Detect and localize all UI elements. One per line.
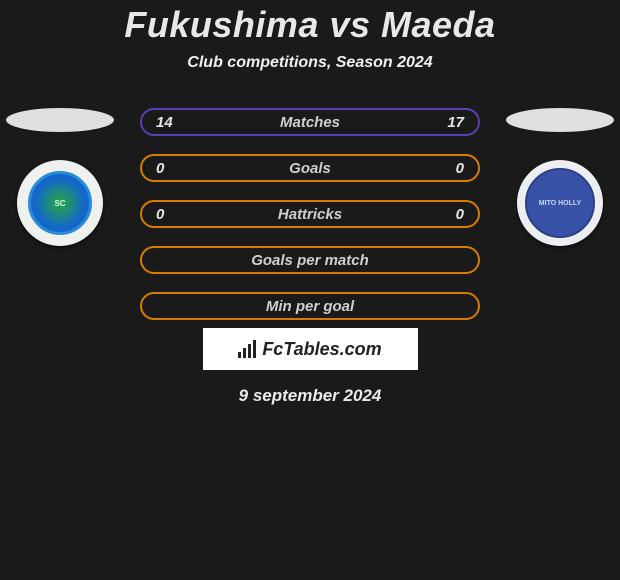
stat-left-value: 0 bbox=[156, 160, 164, 177]
stat-label: Hattricks bbox=[142, 206, 478, 223]
stats-column: 14Matches170Goals00Hattricks0Goals per m… bbox=[120, 108, 500, 320]
main-row: SC 14Matches170Goals00Hattricks0Goals pe… bbox=[0, 108, 620, 320]
stat-label: Matches bbox=[142, 114, 478, 131]
stat-row: 0Goals0 bbox=[140, 154, 480, 182]
comparison-card: Fukushima vs Maeda Club competitions, Se… bbox=[0, 0, 620, 406]
stat-right-value: 17 bbox=[447, 114, 464, 131]
stat-row: Min per goal bbox=[140, 292, 480, 320]
right-player-silhouette bbox=[506, 108, 614, 132]
left-player-silhouette bbox=[6, 108, 114, 132]
right-team-crest-inner: MITO HOLLY bbox=[525, 168, 595, 238]
left-side: SC bbox=[0, 108, 120, 246]
page-title: Fukushima vs Maeda bbox=[0, 4, 620, 46]
stat-label: Goals per match bbox=[142, 252, 478, 269]
left-crest-text: SC bbox=[54, 199, 65, 208]
left-team-crest: SC bbox=[17, 160, 103, 246]
stat-row: 0Hattricks0 bbox=[140, 200, 480, 228]
subtitle: Club competitions, Season 2024 bbox=[0, 54, 620, 72]
stat-left-value: 0 bbox=[156, 206, 164, 223]
left-team-crest-inner: SC bbox=[28, 171, 92, 235]
stat-label: Goals bbox=[142, 160, 478, 177]
right-side: MITO HOLLY bbox=[500, 108, 620, 246]
fctables-logo[interactable]: FcTables.com bbox=[203, 328, 418, 370]
logo-text: FcTables.com bbox=[262, 339, 381, 360]
stat-row: Goals per match bbox=[140, 246, 480, 274]
right-team-crest: MITO HOLLY bbox=[517, 160, 603, 246]
right-crest-text: MITO HOLLY bbox=[539, 200, 581, 207]
bar-chart-icon bbox=[238, 340, 256, 358]
stat-right-value: 0 bbox=[456, 206, 464, 223]
date-text: 9 september 2024 bbox=[0, 386, 620, 406]
stat-right-value: 0 bbox=[456, 160, 464, 177]
stat-row: 14Matches17 bbox=[140, 108, 480, 136]
stat-left-value: 14 bbox=[156, 114, 173, 131]
stat-label: Min per goal bbox=[142, 298, 478, 315]
